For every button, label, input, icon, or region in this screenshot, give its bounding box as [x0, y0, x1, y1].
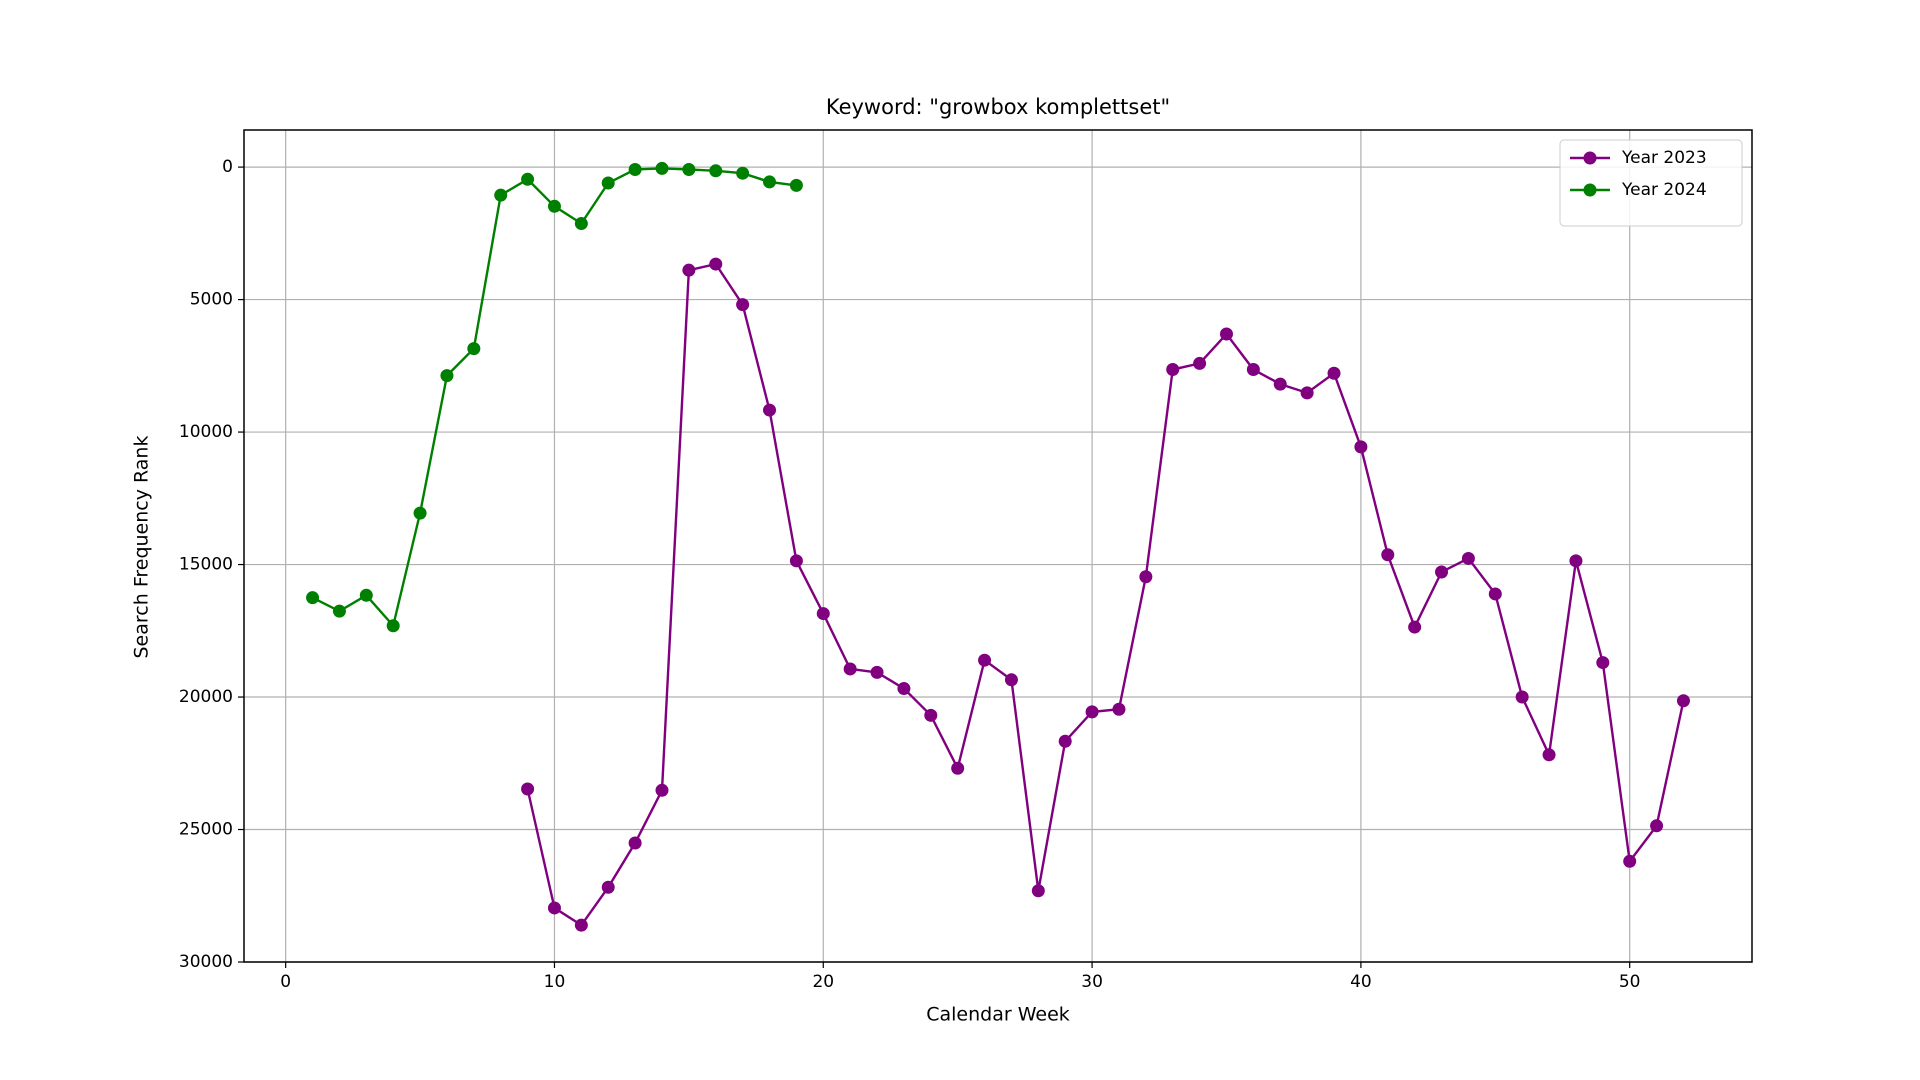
data-point: [1058, 734, 1072, 748]
data-point: [440, 369, 454, 383]
data-point: [816, 607, 830, 621]
data-point: [628, 836, 642, 850]
x-tick-label: 50: [1619, 972, 1641, 992]
data-point: [306, 591, 320, 605]
data-point: [574, 918, 588, 932]
data-point: [413, 506, 427, 520]
data-point: [467, 342, 481, 356]
data-point: [1219, 327, 1233, 341]
data-point: [601, 880, 615, 894]
data-point: [763, 403, 777, 417]
data-point: [601, 176, 615, 190]
data-point: [1650, 819, 1664, 833]
chart-title: Keyword: "growbox komplettset": [826, 95, 1170, 119]
data-point: [1004, 673, 1018, 687]
data-point: [1542, 748, 1556, 762]
data-point: [978, 653, 992, 667]
data-point: [1354, 440, 1368, 454]
x-tick-label: 10: [544, 972, 566, 992]
y-tick-label: 5000: [190, 290, 233, 310]
data-point: [332, 604, 346, 618]
data-point: [843, 662, 857, 676]
data-point: [521, 172, 535, 186]
data-point: [628, 162, 642, 176]
data-point: [709, 164, 723, 178]
data-point: [655, 783, 669, 797]
x-tick-label: 0: [280, 972, 291, 992]
plot-frame: [243, 129, 1753, 963]
y-tick-label: 20000: [179, 687, 233, 707]
data-point: [736, 298, 750, 312]
data-point: [1623, 854, 1637, 868]
y-tick-label: 25000: [179, 820, 233, 840]
legend-marker: [1583, 183, 1597, 197]
data-point: [359, 588, 373, 602]
data-point: [1273, 377, 1287, 391]
data-point: [547, 199, 561, 213]
data-point: [870, 665, 884, 679]
y-tick-label: 30000: [179, 952, 233, 972]
data-point: [1139, 570, 1153, 584]
data-point: [1381, 548, 1395, 562]
y-tick-label: 15000: [179, 555, 233, 575]
data-point: [897, 682, 911, 696]
data-point: [1085, 705, 1099, 719]
data-point: [1408, 620, 1422, 634]
legend-marker: [1583, 151, 1597, 165]
data-point: [1515, 690, 1529, 704]
legend-label: Year 2023: [1621, 148, 1707, 168]
data-point: [951, 761, 965, 775]
legend-box: [1559, 139, 1743, 227]
data-point: [789, 554, 803, 568]
y-tick-label: 0: [222, 157, 233, 177]
data-point: [1488, 587, 1502, 601]
data-point: [386, 619, 400, 633]
legend: Year 2023 Year 2024: [1559, 139, 1743, 227]
data-point: [1246, 363, 1260, 377]
x-tick-label: 20: [812, 972, 834, 992]
data-point: [763, 175, 777, 189]
series-line: [526, 262, 1685, 927]
data-point: [1300, 386, 1314, 400]
x-axis-label: Calendar Week: [926, 1004, 1070, 1026]
data-point: [1327, 366, 1341, 380]
data-point: [1435, 565, 1449, 579]
data-point: [1676, 694, 1690, 708]
legend-label: Year 2024: [1621, 180, 1707, 200]
data-point: [736, 166, 750, 180]
x-tick-label: 30: [1081, 972, 1103, 992]
data-point: [682, 263, 696, 277]
data-point: [1112, 702, 1126, 716]
data-point: [494, 188, 508, 202]
y-axis-label: Search Frequency Rank: [131, 436, 153, 659]
data-point: [655, 161, 669, 175]
data-point: [1596, 656, 1610, 670]
data-point: [521, 782, 535, 796]
data-point: [547, 901, 561, 915]
data-point: [789, 178, 803, 192]
x-tick-label: 40: [1350, 972, 1372, 992]
data-point: [1166, 363, 1180, 377]
data-point: [574, 217, 588, 231]
data-point: [1031, 884, 1045, 898]
data-point: [1569, 554, 1583, 568]
data-point: [709, 257, 723, 271]
data-point: [1193, 356, 1207, 370]
data-point: [682, 162, 696, 176]
y-tick-label: 10000: [179, 422, 233, 442]
data-point: [1461, 551, 1475, 565]
data-point: [924, 708, 938, 722]
